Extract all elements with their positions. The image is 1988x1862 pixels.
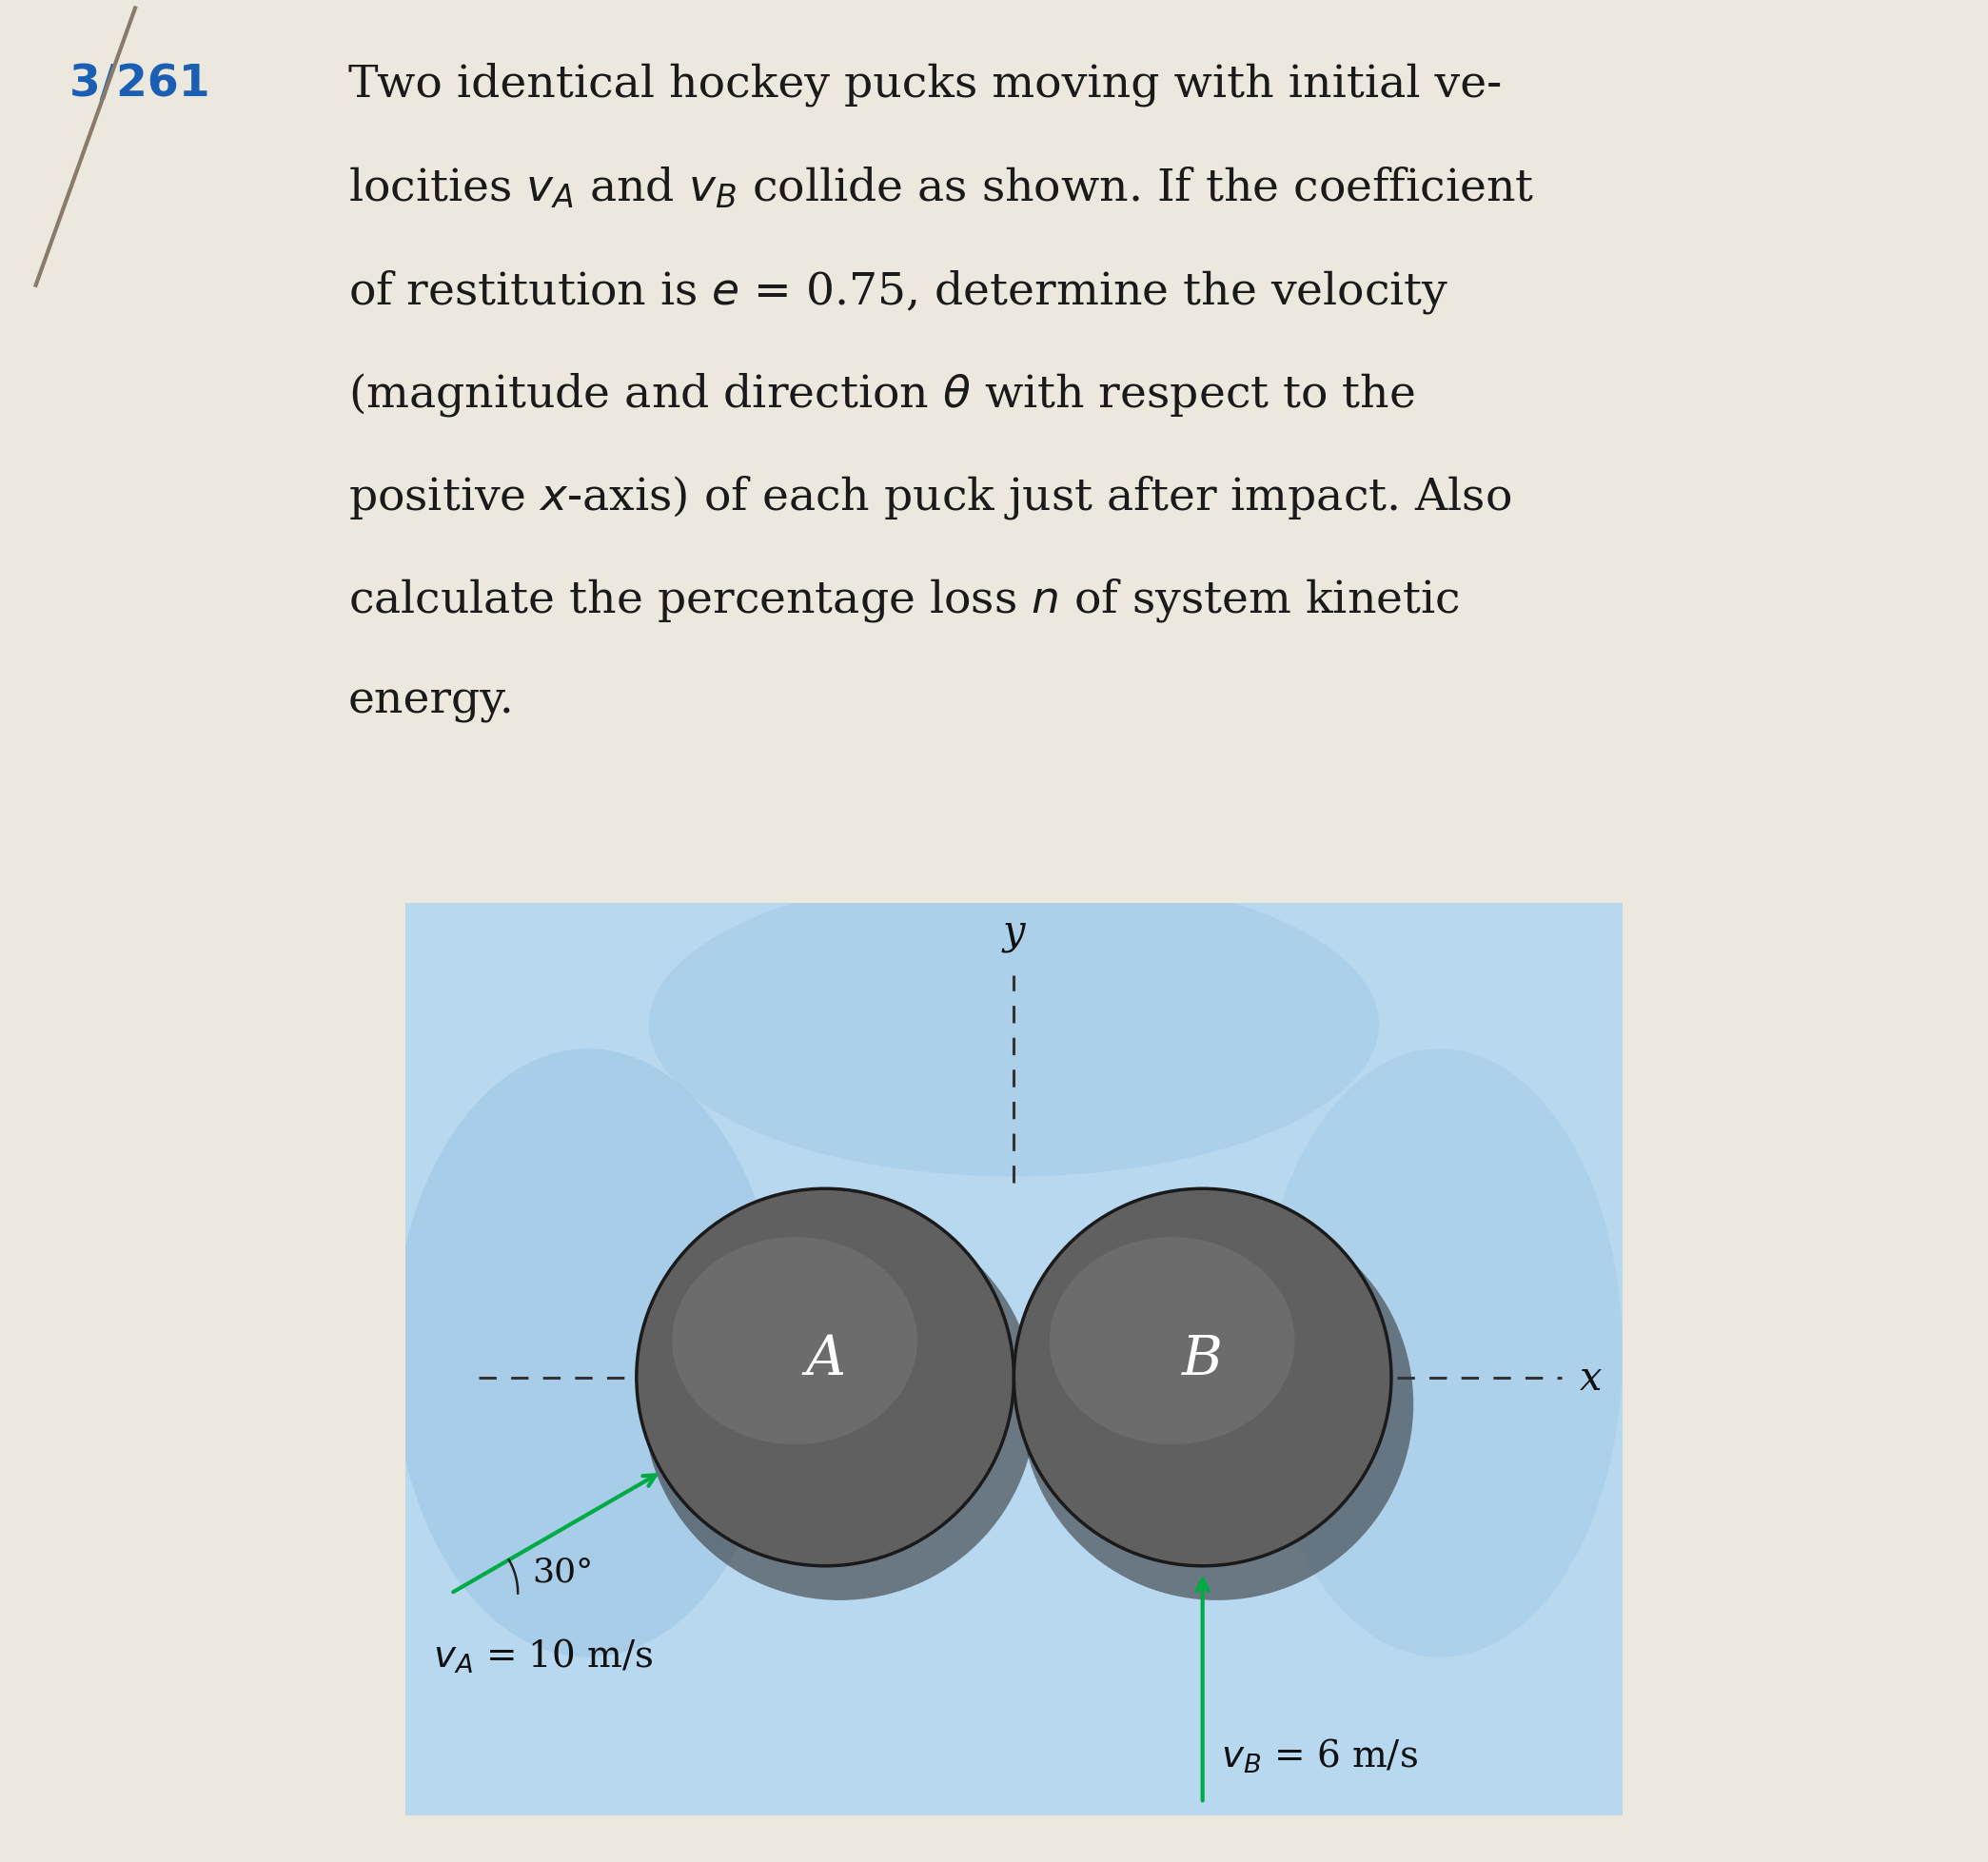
Ellipse shape [1050,1238,1294,1445]
Ellipse shape [636,1190,1014,1566]
Text: 30°: 30° [533,1555,594,1586]
Ellipse shape [1014,1190,1392,1566]
Text: B: B [1183,1333,1223,1385]
Ellipse shape [394,1048,783,1657]
Text: $v_B$ = 6 m/s: $v_B$ = 6 m/s [1221,1737,1417,1774]
Text: 3/261: 3/261 [70,63,211,106]
Text: y: y [1002,912,1026,951]
FancyBboxPatch shape [406,903,1622,1815]
Text: x: x [1580,1357,1602,1398]
Ellipse shape [648,873,1380,1177]
Text: calculate the percentage loss $n$ of system kinetic: calculate the percentage loss $n$ of sys… [348,577,1459,624]
Text: A: A [805,1333,845,1385]
Text: $v_A$ = 10 m/s: $v_A$ = 10 m/s [433,1637,654,1674]
Text: of restitution is $e$ = 0.75, determine the velocity: of restitution is $e$ = 0.75, determine … [348,268,1449,317]
Text: positive $x$-axis) of each puck just after impact. Also: positive $x$-axis) of each puck just aft… [348,473,1511,521]
Text: (magnitude and direction $\theta$ with respect to the: (magnitude and direction $\theta$ with r… [348,371,1415,419]
Ellipse shape [1256,1048,1622,1657]
Ellipse shape [1022,1208,1413,1599]
Text: energy.: energy. [348,680,515,722]
Text: locities $v_A$ and $v_B$ collide as shown. If the coefficient: locities $v_A$ and $v_B$ collide as show… [348,166,1533,210]
Text: Two identical hockey pucks moving with initial ve-: Two identical hockey pucks moving with i… [348,63,1501,106]
Ellipse shape [672,1238,916,1445]
Ellipse shape [644,1208,1036,1599]
